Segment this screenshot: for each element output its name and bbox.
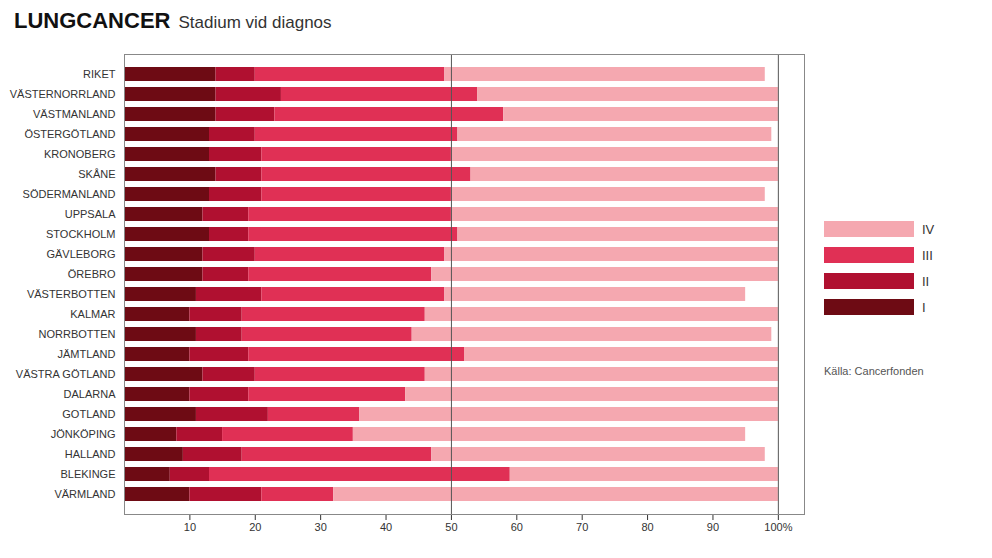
svg-text:JÖNKÖPING: JÖNKÖPING — [51, 428, 116, 440]
svg-text:NORRBOTTEN: NORRBOTTEN — [39, 328, 116, 340]
svg-text:80: 80 — [641, 521, 653, 533]
svg-text:HALLAND: HALLAND — [65, 448, 116, 460]
svg-text:SKÅNE: SKÅNE — [78, 168, 115, 180]
html-text:LUNGCANCER Stadium vid diagnos: LUNGCANCER Stadium vid diagnos — [14, 8, 332, 33]
svg-text:ÖREBRO: ÖREBRO — [68, 268, 116, 280]
svg-text:50: 50 — [445, 521, 457, 533]
svg-text:GOTLAND: GOTLAND — [62, 408, 115, 420]
svg-text:UPPSALA: UPPSALA — [65, 208, 116, 220]
svg-text:VÄRMLAND: VÄRMLAND — [54, 488, 115, 500]
svg-text:RIKET: RIKET — [83, 68, 116, 80]
svg-text:KALMAR: KALMAR — [70, 308, 115, 320]
svg-text:10: 10 — [184, 521, 196, 533]
svg-text:STOCKHOLM: STOCKHOLM — [46, 228, 115, 240]
svg-text:DALARNA: DALARNA — [64, 388, 117, 400]
svg-text:100%: 100% — [764, 521, 792, 533]
svg-text:GÄVLEBORG: GÄVLEBORG — [46, 248, 115, 260]
html-text:III: III — [922, 247, 933, 263]
html-text:IV: IV — [922, 221, 935, 237]
svg-text:60: 60 — [511, 521, 523, 533]
html-text:II: II — [922, 273, 930, 289]
svg-text:KRONOBERG: KRONOBERG — [44, 148, 116, 160]
svg-text:VÄSTERNORRLAND: VÄSTERNORRLAND — [10, 88, 116, 100]
svg-text:70: 70 — [576, 521, 588, 533]
svg-text:BLEKINGE: BLEKINGE — [60, 468, 115, 480]
svg-text:VÄSTERBOTTEN: VÄSTERBOTTEN — [27, 288, 116, 300]
svg-text:30: 30 — [315, 521, 327, 533]
svg-text:40: 40 — [380, 521, 392, 533]
svg-text:VÄSTMANLAND: VÄSTMANLAND — [33, 108, 116, 120]
svg-text:20: 20 — [249, 521, 261, 533]
svg-text:JÄMTLAND: JÄMTLAND — [57, 348, 115, 360]
svg-text:ÖSTERGÖTLAND: ÖSTERGÖTLAND — [24, 128, 115, 140]
svg-text:SÖDERMANLAND: SÖDERMANLAND — [23, 188, 116, 200]
html-text:I: I — [922, 299, 926, 315]
html-text:Källa: Cancerfonden: Källa: Cancerfonden — [824, 365, 924, 377]
svg-text:90: 90 — [707, 521, 719, 533]
svg-text:VÄSTRA GÖTLAND: VÄSTRA GÖTLAND — [16, 368, 116, 380]
